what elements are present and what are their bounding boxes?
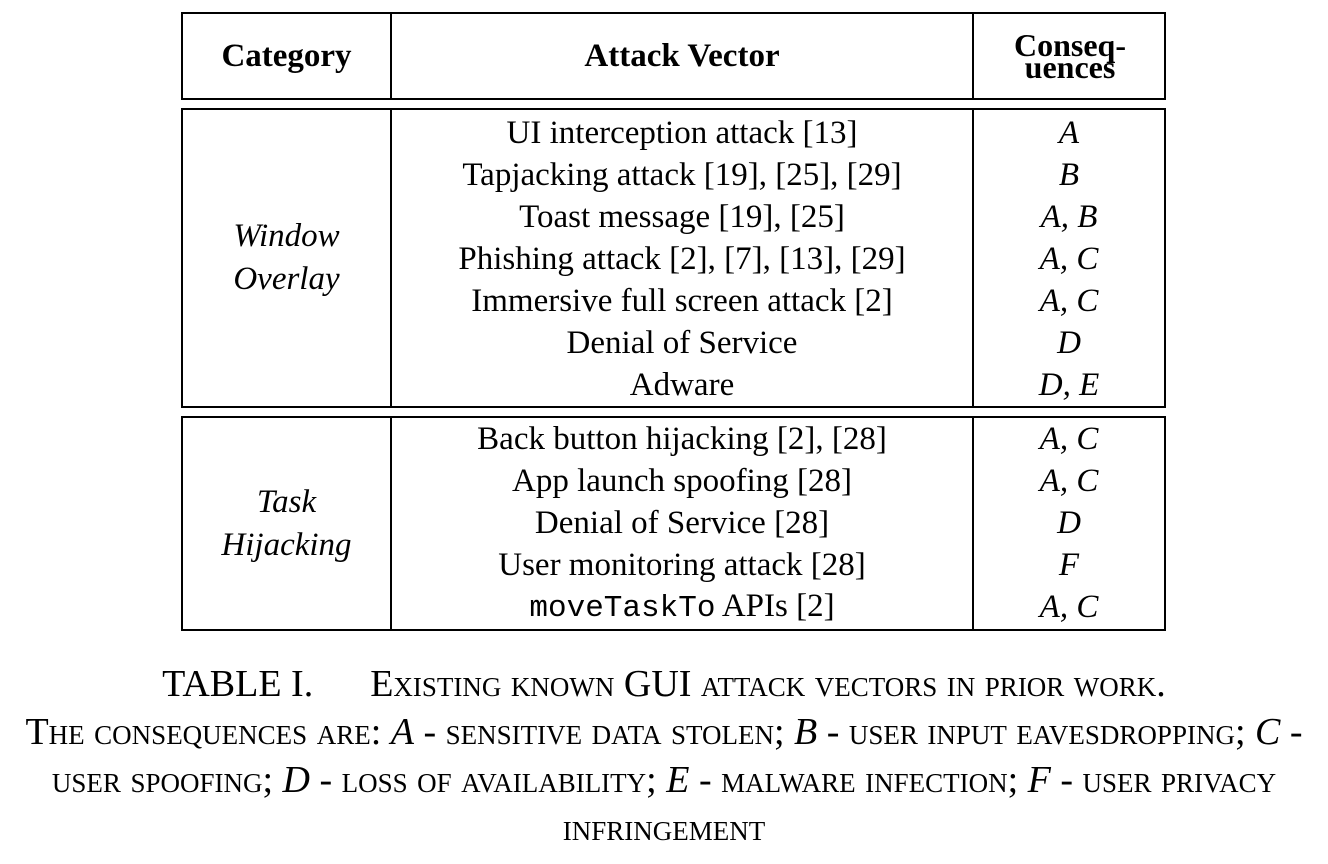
attack-vector-cell: Immersive full screen attack [2] <box>471 282 893 319</box>
attack-vector-cell: Adware <box>629 366 735 403</box>
column-divider <box>390 110 392 406</box>
caption-desc: - user spoofing; <box>51 711 1303 801</box>
caption-desc: - user input eavesdropping; <box>817 711 1246 753</box>
caption-line2: The consequences are: A - sensitive data… <box>0 708 1328 852</box>
section-task-hijacking: Task Hijacking Back button hijacking [2]… <box>181 416 1166 631</box>
attack-vector-cell: Phishing attack [2], [7], [13], [29] <box>458 240 906 277</box>
consequences-cell: A <box>1058 114 1080 151</box>
table-row: Phishing attack [2], [7], [13], [29] A, … <box>392 238 1166 280</box>
column-divider <box>390 418 392 629</box>
caption-label: TABLE I. <box>162 663 314 705</box>
attack-vector-cell: UI interception attack [13] <box>506 114 858 151</box>
category-line1: Window <box>233 218 340 254</box>
consequences-cell: B <box>1058 156 1080 193</box>
table-row: moveTaskTo APIs [2] A, C <box>392 586 1166 628</box>
caption-desc: - user privacy infringement <box>562 759 1277 849</box>
consequences-cell: A, B <box>1040 198 1098 235</box>
column-divider <box>390 14 392 98</box>
consequences-cell: A, C <box>1039 420 1099 457</box>
caption-key: C <box>1255 711 1281 753</box>
attack-vector-text: APIs [2] <box>715 588 835 624</box>
table-row: Adware D, E <box>392 364 1166 406</box>
caption-key: D <box>282 759 310 801</box>
consequences-cell: A, C <box>1039 462 1099 499</box>
section-rows: Back button hijacking [2], [28] A, C App… <box>392 418 1166 628</box>
table-row: Back button hijacking [2], [28] A, C <box>392 418 1166 460</box>
consequences-cell: A, C <box>1039 282 1099 319</box>
table-row: App launch spoofing [28] A, C <box>392 460 1166 502</box>
caption-desc: - malware infection; <box>689 759 1019 801</box>
consequences-cell: A, C <box>1039 240 1099 277</box>
table-row: Denial of Service [28] D <box>392 502 1166 544</box>
table-row: Toast message [19], [25] A, B <box>392 196 1166 238</box>
category-line2: Hijacking <box>221 526 352 563</box>
header-consequences-line2: uences <box>1024 49 1116 85</box>
attack-vector-cell: Toast message [19], [25] <box>519 198 845 235</box>
caption-key: A <box>390 711 414 753</box>
caption-intro: The consequences are: <box>25 711 382 753</box>
attack-vector-cell: Tapjacking attack [19], [25], [29] <box>462 156 902 193</box>
column-divider <box>972 418 974 629</box>
caption-desc: - loss of availability; <box>309 759 657 801</box>
category-cell: Window Overlay <box>183 110 390 406</box>
section-rows: UI interception attack [13] A Tapjacking… <box>392 112 1166 406</box>
table-header: Category Attack Vector Conseq- uences <box>181 12 1166 100</box>
table-row: User monitoring attack [28] F <box>392 544 1166 586</box>
consequences-cell: D, E <box>1038 366 1100 403</box>
table-caption: TABLE I. Existing known GUI attack vecto… <box>0 660 1328 852</box>
consequences-cell: F <box>1058 546 1080 583</box>
attack-vector-cell: App launch spoofing [28] <box>511 462 853 499</box>
category-cell: Task Hijacking <box>183 418 390 629</box>
caption-key: E <box>666 759 690 801</box>
caption-line1: TABLE I. Existing known GUI attack vecto… <box>0 660 1328 708</box>
caption-desc: - sensitive data stolen; <box>413 711 785 753</box>
attack-vector-cell: Denial of Service [28] <box>534 504 830 541</box>
caption-title: Existing known GUI attack vectors in pri… <box>370 663 1166 705</box>
table-row: UI interception attack [13] A <box>392 112 1166 154</box>
column-divider <box>972 14 974 98</box>
consequences-cell: D <box>1057 324 1081 361</box>
header-category: Category <box>221 37 352 74</box>
header-consequences: Conseq- uences <box>974 14 1166 98</box>
table-row: Immersive full screen attack [2] A, C <box>392 280 1166 322</box>
header-attack-vector: Attack Vector <box>584 37 780 74</box>
caption-key: F <box>1027 759 1051 801</box>
consequences-cell: A, C <box>1039 588 1099 625</box>
consequences-cell: D <box>1057 504 1081 541</box>
attack-vector-cell: moveTaskTo APIs [2] <box>392 588 972 626</box>
attack-vector-cell: Back button hijacking [2], [28] <box>477 420 887 457</box>
column-divider <box>972 110 974 406</box>
code-identifier: moveTaskTo <box>529 591 716 626</box>
category-line2: Overlay <box>233 261 340 297</box>
table-row: Denial of Service D <box>392 322 1166 364</box>
caption-key: B <box>794 711 818 753</box>
table-row: Tapjacking attack [19], [25], [29] B <box>392 154 1166 196</box>
header-consequences-line1: Conseq- <box>1013 27 1126 63</box>
category-line1: Task <box>256 483 317 520</box>
section-window-overlay: Window Overlay UI interception attack [1… <box>181 108 1166 408</box>
attack-vector-cell: User monitoring attack [28] <box>498 546 866 583</box>
attack-vector-cell: Denial of Service <box>566 324 798 361</box>
